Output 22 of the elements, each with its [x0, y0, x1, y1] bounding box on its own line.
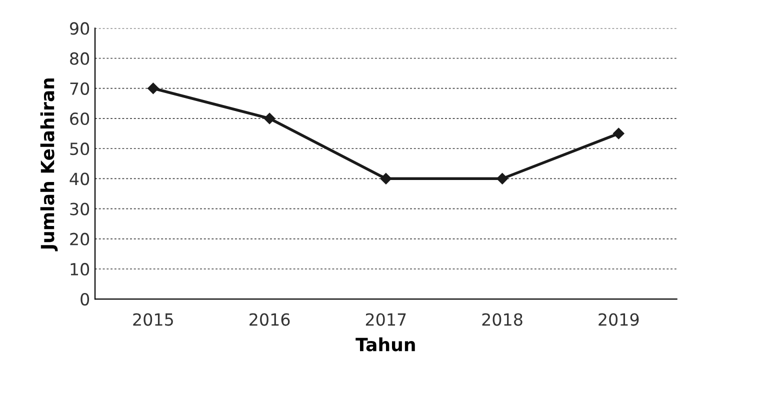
y-tick-label: 70 — [70, 82, 90, 95]
point — [380, 173, 392, 184]
y-tick-label: 30 — [70, 202, 90, 216]
x-tick-label: 2015 — [133, 313, 173, 326]
y-tick-label: 40 — [70, 172, 90, 186]
x-tick-label: 2018 — [482, 313, 522, 326]
point — [613, 128, 624, 140]
y-tick-label: 60 — [70, 112, 90, 126]
x-tick-label: 2016 — [250, 313, 290, 326]
y-tick-label: 0 — [80, 292, 90, 306]
x-tick-label: 2019 — [598, 313, 639, 326]
point — [496, 173, 508, 184]
y-tick-label: 50 — [70, 142, 90, 156]
y-tick-label: 10 — [70, 262, 90, 276]
y-tick-label: 20 — [70, 232, 90, 246]
y-axis-title: Jumlah Kelahiran — [40, 78, 58, 252]
x-tick-label: 2017 — [366, 313, 406, 326]
point — [148, 82, 159, 94]
y-tick-label: 90 — [70, 22, 90, 35]
x-axis-title: Tahun — [356, 337, 415, 352]
y-tick-label: 80 — [70, 52, 90, 65]
point — [264, 112, 276, 124]
